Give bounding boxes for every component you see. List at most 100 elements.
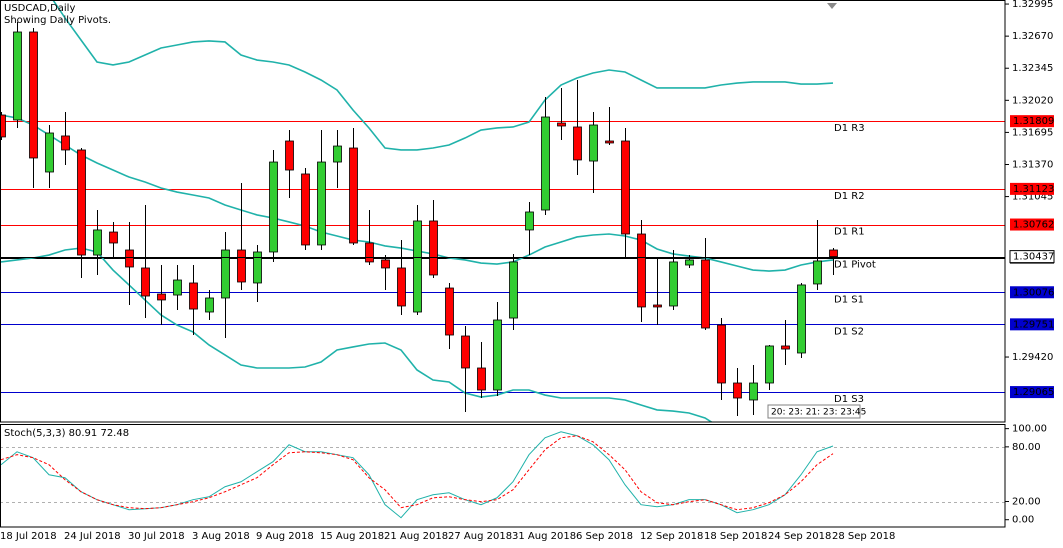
pivot-label: D1 S2 bbox=[834, 326, 864, 337]
pivot-label: D1 R2 bbox=[834, 191, 865, 202]
candle-body bbox=[429, 220, 438, 276]
y-tick-label: 1.32995 bbox=[1012, 0, 1053, 10]
x-tick-label: 3 Aug 2018 bbox=[192, 531, 250, 542]
stoch-title: Stoch(5,3,3) 80.91 72.48 bbox=[4, 428, 129, 439]
chart-shift-marker bbox=[827, 3, 837, 9]
price-box bbox=[1010, 386, 1054, 399]
candle-body bbox=[589, 124, 598, 162]
candle-body bbox=[333, 145, 342, 163]
candle-body bbox=[477, 367, 486, 391]
candle-body bbox=[637, 233, 646, 308]
candle-body bbox=[349, 147, 358, 244]
stoch-frame bbox=[0, 424, 1006, 528]
y-tick-label: 1.32345 bbox=[1012, 63, 1053, 74]
candle-body bbox=[45, 132, 54, 173]
countdown-box bbox=[767, 404, 861, 419]
candle-body bbox=[541, 116, 550, 211]
candle-body bbox=[781, 345, 790, 350]
candle-body bbox=[621, 140, 630, 235]
y-tick-label: 20.00 bbox=[1012, 497, 1041, 508]
candle-body bbox=[61, 135, 70, 151]
candle-body bbox=[0, 114, 6, 138]
candle-body bbox=[397, 267, 406, 307]
candle-body bbox=[461, 335, 470, 369]
candle-body bbox=[829, 249, 838, 258]
candle-body bbox=[221, 249, 230, 299]
price-box-label: 1.29751 bbox=[1013, 319, 1054, 330]
x-tick-label: 27 Aug 2018 bbox=[448, 531, 512, 542]
price-box bbox=[1010, 318, 1054, 331]
price-box-label: 1.29065 bbox=[1013, 387, 1054, 398]
price-box bbox=[1010, 218, 1054, 231]
x-tick-label: 15 Aug 2018 bbox=[320, 531, 384, 542]
candle-body bbox=[189, 282, 198, 310]
countdown-label: 20: 23: 21: 23: 23:45 bbox=[771, 408, 866, 418]
y-tick-label: 1.31695 bbox=[1012, 127, 1053, 138]
candle-body bbox=[573, 126, 582, 161]
price-box-label: 1.31123 bbox=[1013, 184, 1054, 195]
candle-body bbox=[317, 161, 326, 246]
pivot-label: D1 R3 bbox=[834, 123, 865, 134]
candle-body bbox=[509, 261, 518, 319]
candle-body bbox=[93, 229, 102, 256]
chart-title: USDCAD,Daily bbox=[4, 3, 75, 14]
candle-body bbox=[29, 31, 38, 159]
candle-body bbox=[125, 249, 134, 268]
candle-body bbox=[765, 345, 774, 384]
candle-body bbox=[365, 242, 374, 263]
x-tick-label: 9 Aug 2018 bbox=[256, 531, 314, 542]
pivot-label: D1 R1 bbox=[834, 227, 865, 238]
candle-body bbox=[717, 324, 726, 384]
chart-subtitle: Showing Daily Pivots. bbox=[4, 15, 111, 26]
current-price-label: 1.30437 bbox=[1013, 252, 1054, 263]
candle-body bbox=[493, 319, 502, 391]
candle-body bbox=[557, 122, 566, 127]
candle-body bbox=[13, 31, 22, 121]
x-tick-label: 28 Sep 2018 bbox=[832, 531, 895, 542]
price-box-label: 1.31809 bbox=[1013, 116, 1054, 127]
candle-body bbox=[237, 249, 246, 283]
candle-body bbox=[813, 260, 822, 285]
main-frame bbox=[0, 0, 1006, 423]
candle-body bbox=[685, 259, 694, 266]
current-price-box bbox=[1009, 250, 1055, 264]
x-tick-label: 30 Jul 2018 bbox=[128, 531, 185, 542]
candle-body bbox=[445, 287, 454, 336]
y-tick-label: 1.31370 bbox=[1012, 159, 1053, 170]
x-tick-label: 6 Sep 2018 bbox=[576, 531, 633, 542]
band-line bbox=[0, 247, 713, 422]
candle-body bbox=[669, 261, 678, 307]
candle-body bbox=[653, 304, 662, 308]
candle-body bbox=[733, 382, 742, 399]
x-tick-label: 21 Aug 2018 bbox=[384, 531, 448, 542]
y-tick-label: 1.29420 bbox=[1012, 352, 1053, 363]
stoch-line bbox=[0, 435, 834, 511]
candle-body bbox=[797, 284, 806, 354]
x-tick-label: 18 Jul 2018 bbox=[0, 531, 57, 542]
candle-body bbox=[701, 259, 710, 329]
y-tick-label: 1.32020 bbox=[1012, 95, 1053, 106]
y-tick-label: 1.32670 bbox=[1012, 31, 1053, 42]
candle-body bbox=[301, 173, 310, 246]
price-box bbox=[1010, 286, 1054, 299]
pivot-label: D1 S3 bbox=[834, 394, 864, 405]
candle-body bbox=[77, 149, 86, 256]
price-box bbox=[1010, 182, 1054, 195]
price-box-label: 1.30762 bbox=[1013, 220, 1054, 231]
price-box bbox=[1010, 115, 1054, 128]
candle-body bbox=[413, 220, 422, 313]
candle-body bbox=[525, 211, 534, 231]
x-tick-label: 24 Sep 2018 bbox=[768, 531, 831, 542]
x-tick-label: 12 Sep 2018 bbox=[640, 531, 703, 542]
y-tick-label: 100.00 bbox=[1012, 424, 1047, 435]
candle-body bbox=[157, 293, 166, 301]
candle-body bbox=[269, 161, 278, 253]
candle-body bbox=[285, 140, 294, 171]
candle-body bbox=[749, 382, 758, 401]
band-line bbox=[52, 0, 834, 151]
candle-body bbox=[205, 297, 214, 313]
